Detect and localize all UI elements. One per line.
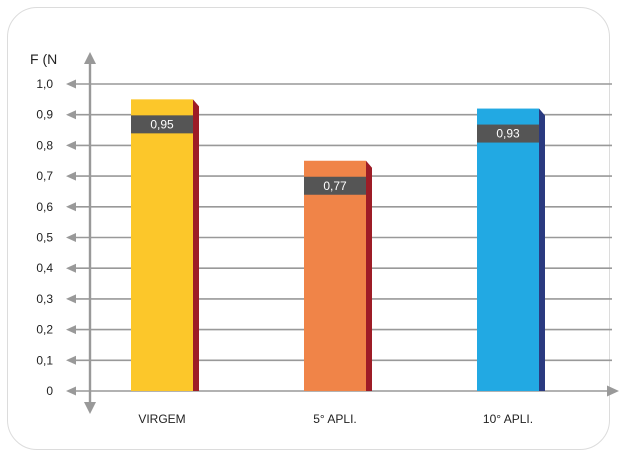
y-tick-label: 0 (46, 384, 53, 398)
y-tick-label: 0,4 (36, 261, 53, 275)
y-axis-label: F (N (30, 51, 57, 67)
gridline-arrow-left (66, 233, 76, 242)
y-tick-label: 0,2 (36, 323, 53, 337)
bars (131, 99, 545, 391)
gridline-arrow-left (66, 294, 76, 304)
y-tick-label: 0,7 (36, 169, 53, 183)
bar-side (539, 108, 545, 391)
gridline-arrow-left (66, 263, 76, 273)
gridline-arrow-left (66, 325, 76, 335)
value-label-box (477, 124, 539, 143)
gridline-arrow-left (66, 355, 76, 365)
gridline-arrow-left (66, 171, 76, 181)
y-tick-label: 0,6 (36, 200, 53, 214)
bar (131, 99, 193, 391)
bar (477, 108, 539, 391)
gridline-arrow-left (66, 386, 76, 396)
value-label: 0,77 (323, 179, 347, 193)
x-axis-arrow (607, 385, 619, 397)
bar (304, 160, 366, 391)
y-tick-label: 0,3 (36, 292, 53, 306)
value-label-box (131, 115, 193, 134)
x-tick-label: 10° APLI. (483, 412, 533, 426)
y-tick-label: 0,5 (36, 231, 53, 245)
labels: 0 0,1 0,2 0,3 0,4 0,5 0,6 0,7 0,8 0,9 1,0 0,95 VIRGE… (36, 77, 539, 426)
x-tick-label: VIRGEM (138, 412, 185, 426)
gridline-arrow-left (66, 110, 76, 120)
x-tick-label: 5° APLI. (313, 412, 357, 426)
y-tick-label: 0,8 (36, 138, 53, 152)
bar-side (193, 99, 199, 391)
value-label-box (304, 176, 366, 195)
y-tick-label: 1,0 (36, 77, 53, 91)
y-axis-arrow-bottom (84, 402, 96, 414)
axes (84, 52, 619, 414)
gridline-arrow-left (66, 140, 76, 150)
y-tick-label: 0,1 (36, 353, 53, 367)
gridline-arrow-left (66, 79, 76, 89)
value-label: 0,95 (150, 117, 174, 131)
bar-side (366, 160, 372, 391)
y-axis-arrow-top (84, 52, 96, 64)
y-tick-label: 0,9 (36, 108, 53, 122)
gridline-arrow-left (66, 202, 76, 212)
value-label: 0,93 (496, 127, 520, 141)
